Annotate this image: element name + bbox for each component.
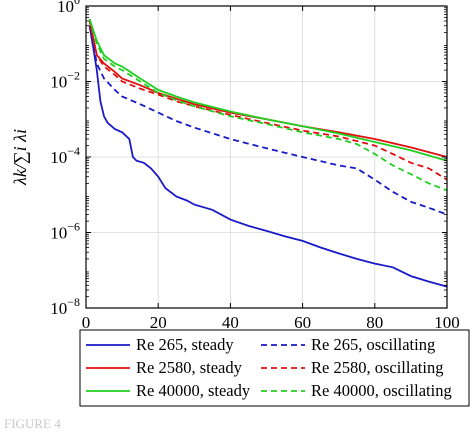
y-axis-title-text: λk/∑i λi [10, 129, 30, 186]
x-tick-label: 0 [82, 313, 91, 332]
x-tick-label: 40 [222, 313, 239, 332]
legend-label-3: Re 2580, oscillating [311, 358, 443, 377]
y-tick-label: 10−6 [50, 220, 80, 243]
axis-ticks: 0 20 40 60 80 100 100 10−2 10−4 10−6 10−8 [50, 0, 460, 332]
series-lines [88, 18, 448, 288]
y-tick-label: 100 [57, 0, 80, 16]
y-tick-label: 10−2 [50, 69, 80, 92]
figure-caption: FIGURE 4 [4, 416, 61, 431]
x-tick-label: 100 [434, 313, 460, 332]
legend-label-1: Re 265, oscillating [311, 335, 435, 354]
series-line-0 [88, 25, 448, 288]
series-line-4 [88, 18, 448, 162]
legend-label-4: Re 40000, steady [136, 381, 251, 400]
series-line-3 [88, 20, 448, 181]
x-tick-label: 60 [294, 313, 311, 332]
legend: Re 265, steady Re 265, oscillating Re 2580… [79, 329, 470, 407]
legend-label-5: Re 40000, oscillating [311, 381, 452, 400]
y-tick-label: 10−8 [50, 295, 80, 318]
y-axis-title: λk/∑i λi [10, 129, 30, 186]
series-line-5 [88, 18, 448, 192]
x-tick-label: 20 [150, 313, 167, 332]
legend-label-0: Re 265, steady [136, 335, 234, 354]
series-line-1 [88, 25, 448, 216]
grid [86, 6, 447, 308]
x-tick-label: 80 [366, 313, 383, 332]
legend-label-2: Re 2580, steady [136, 358, 243, 377]
y-tick-label: 10−4 [50, 144, 80, 167]
series-line-2 [88, 20, 448, 158]
